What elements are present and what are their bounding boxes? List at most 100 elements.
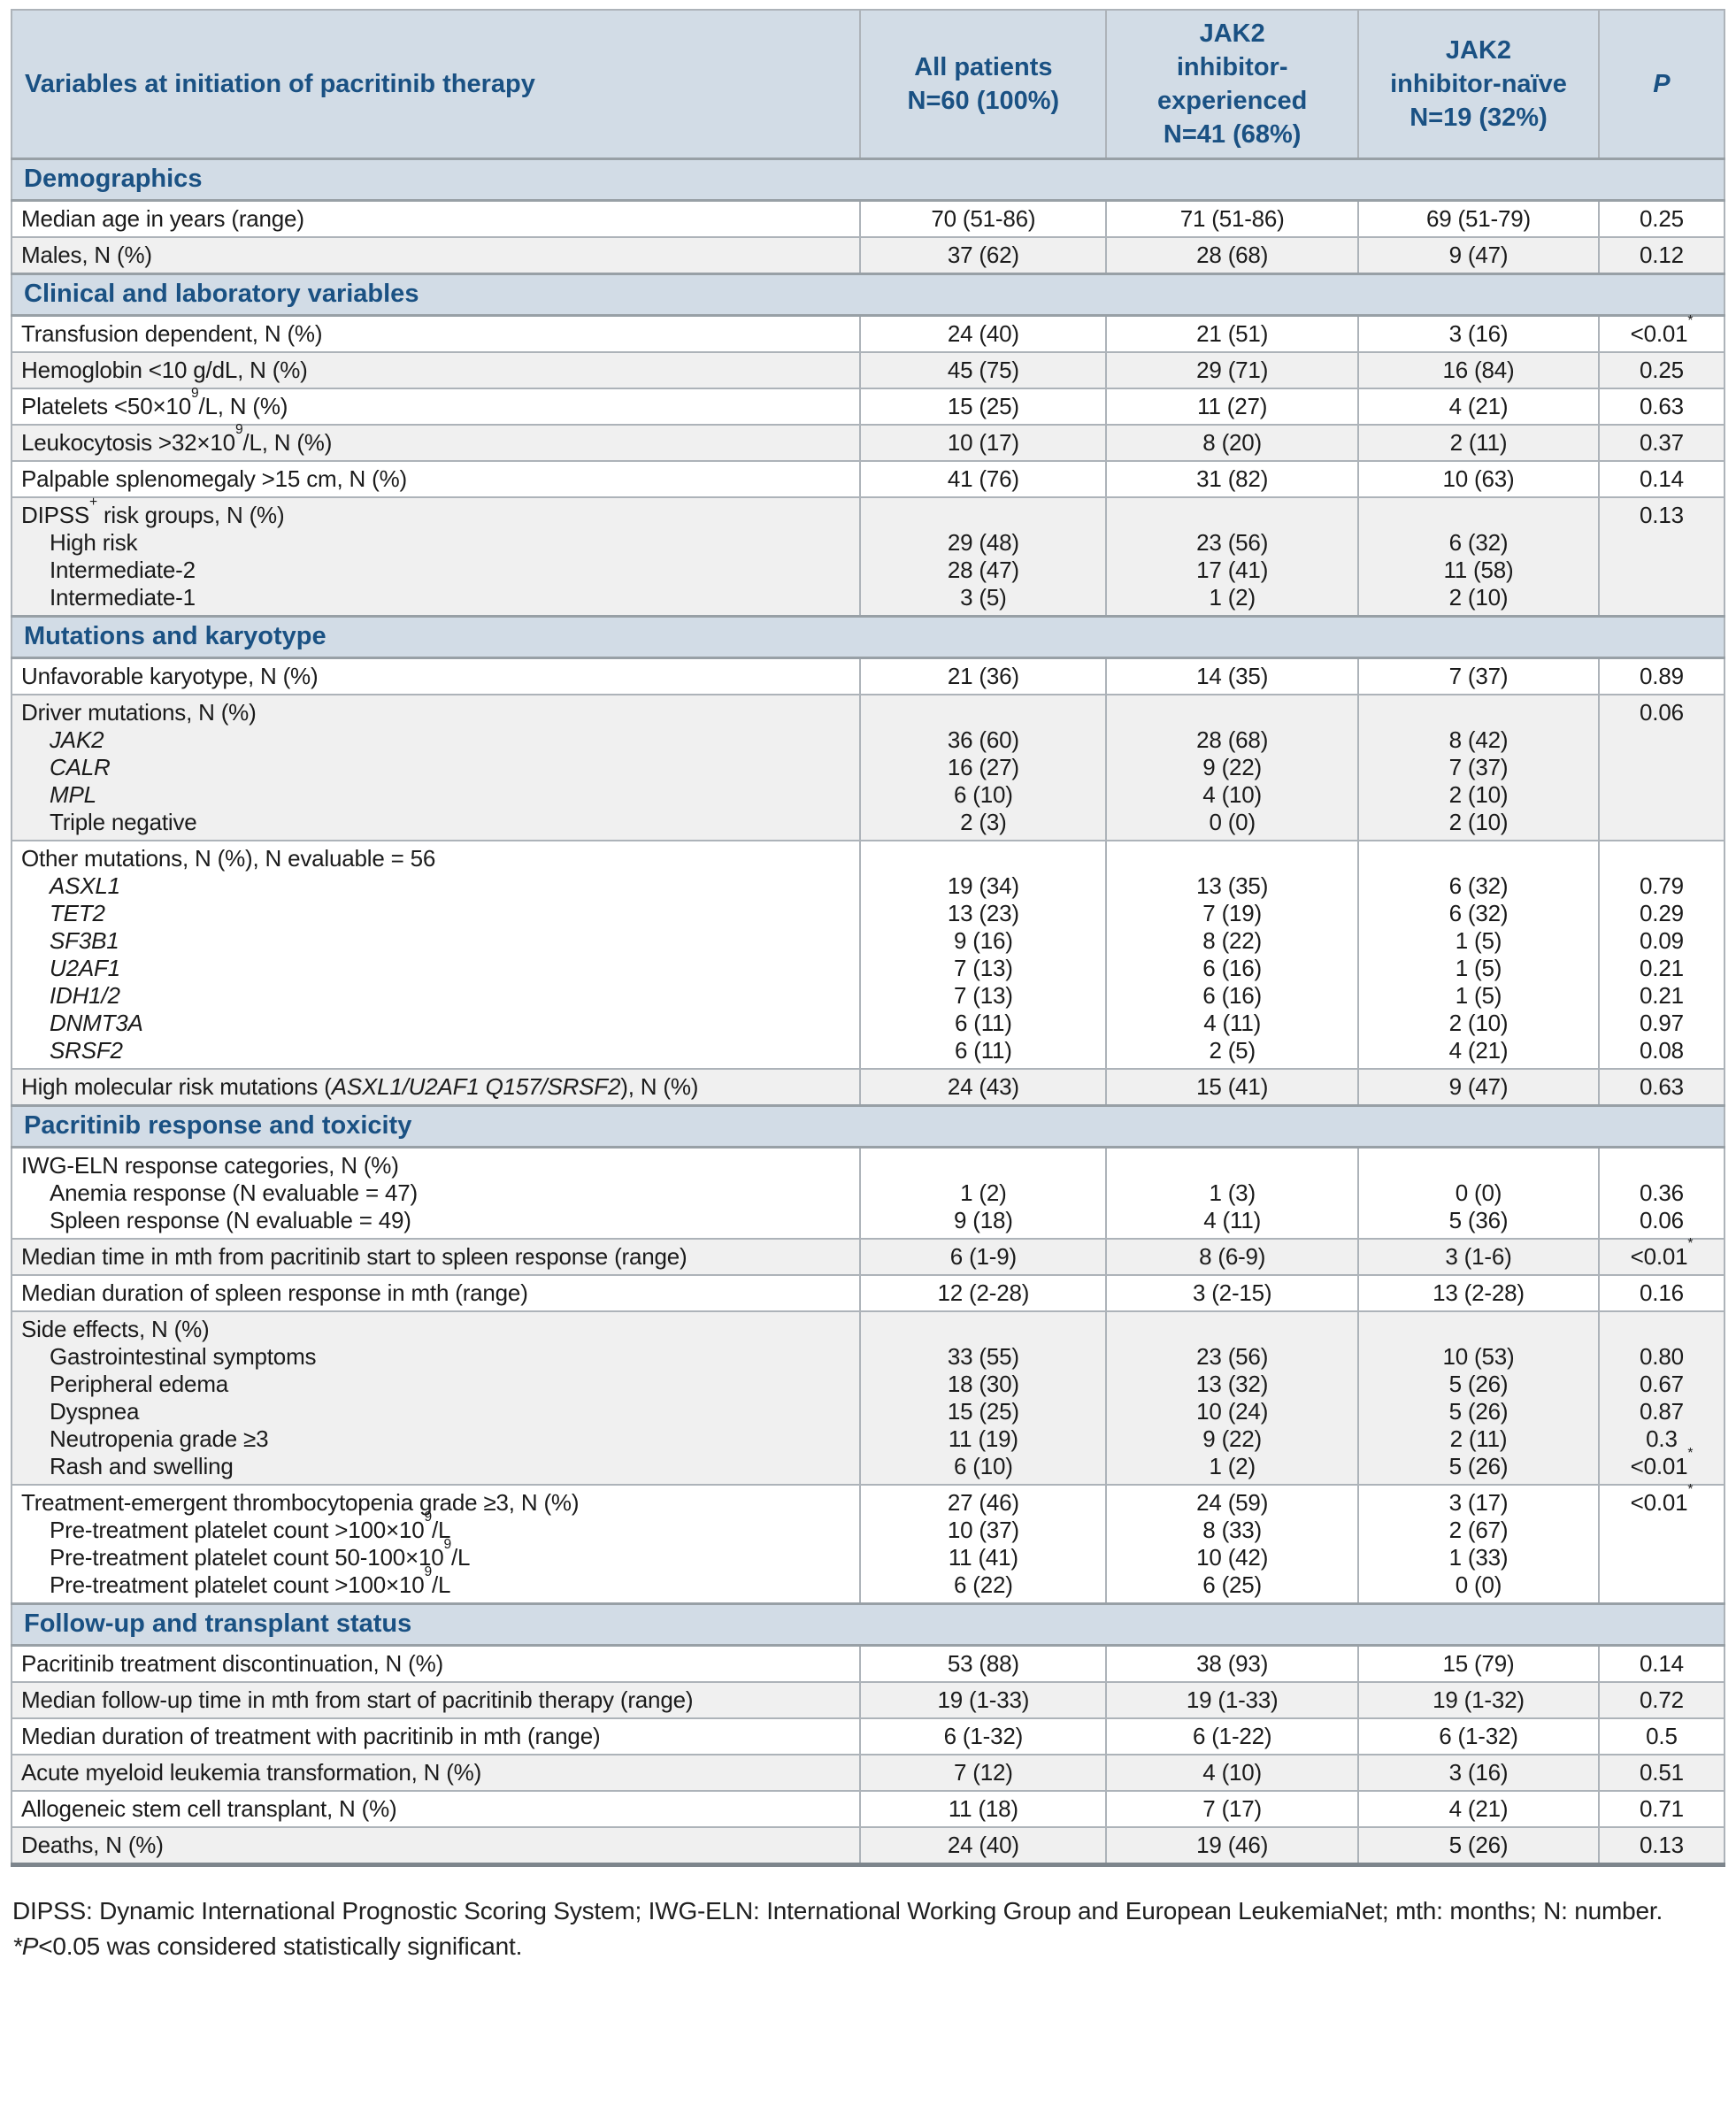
row-label: Other mutations, N (%), N evaluable = 56…	[10, 839, 862, 1070]
row-label: DIPSS+ risk groups, N (%) High risk Interm…	[10, 496, 862, 617]
value-cell: 29 (48) 28 (47) 3 (5)	[859, 496, 1108, 617]
row-label: Hemoglobin <10 g/dL, N (%)	[10, 350, 862, 389]
row-label: Treatment-emergent thrombocytopenia grad…	[10, 1483, 862, 1604]
value-cell: 1 (2) 9 (18)	[859, 1146, 1108, 1240]
value-cell: 15 (79)	[1357, 1644, 1600, 1683]
section-title: Pacritinib response and toxicity	[11, 1103, 1725, 1149]
section-title: Follow-up and transplant status	[11, 1602, 1725, 1647]
value-cell: 45 (75)	[859, 350, 1108, 389]
value-cell: 15 (41)	[1105, 1067, 1360, 1106]
table-row: Allogeneic stem cell transplant, N (%) 11…	[10, 1789, 1726, 1828]
value-cell: 71 (51-86)	[1105, 199, 1360, 238]
value-cell: 29 (71)	[1105, 350, 1360, 389]
value-cell: 41 (76)	[859, 459, 1108, 498]
row-label: Deaths, N (%)	[10, 1825, 862, 1865]
p-value-cell: <0.01*	[1597, 314, 1726, 353]
p-value-cell: 0.5	[1597, 1717, 1726, 1755]
section-header-row: Clinical and laboratory variables	[11, 272, 1725, 317]
column-header: All patients N=60 (100%)	[859, 9, 1108, 159]
table-row: DIPSS+ risk groups, N (%) High risk Interm…	[10, 496, 1726, 617]
p-value-cell: 0.72	[1597, 1680, 1726, 1719]
value-cell: 23 (56) 17 (41) 1 (2)	[1105, 496, 1360, 617]
table-row: Median follow-up time in mth from start …	[10, 1680, 1726, 1719]
value-cell: 19 (34) 13 (23) 9 (16) 7 (13) 7 (13) 6 (11) 6 …	[859, 839, 1108, 1070]
table-row: Hemoglobin <10 g/dL, N (%) 45 (75) 29 (71)…	[10, 350, 1726, 389]
value-cell: 7 (17)	[1105, 1789, 1360, 1828]
value-cell: 6 (32) 6 (32) 1 (5) 1 (5) 1 (5) 2 (10) 4 (21)	[1357, 839, 1600, 1070]
value-cell: 4 (21)	[1357, 1789, 1600, 1828]
table-row: Other mutations, N (%), N evaluable = 56…	[10, 839, 1726, 1070]
value-cell: 28 (68)	[1105, 235, 1360, 274]
p-value-cell: 0.89	[1597, 657, 1726, 695]
footnote: DIPSS: Dynamic International Prognostic …	[12, 1896, 1663, 1960]
table-row: IWG-ELN response categories, N (%) Anemia…	[10, 1146, 1726, 1240]
value-cell: 15 (25)	[859, 387, 1108, 426]
row-label: Transfusion dependent, N (%)	[10, 314, 862, 353]
p-value-cell: 0.14	[1597, 1644, 1726, 1683]
table-row: High molecular risk mutations (ASXL1/U2A…	[10, 1067, 1726, 1106]
value-cell: 6 (1-32)	[1357, 1717, 1600, 1755]
row-label: High molecular risk mutations (ASXL1/U2A…	[10, 1067, 862, 1106]
value-cell: 21 (51)	[1105, 314, 1360, 353]
p-value-cell: 0.63	[1597, 387, 1726, 426]
p-value-cell: 0.37	[1597, 423, 1726, 462]
p-value-cell: 0.13	[1597, 1825, 1726, 1865]
value-cell: 23 (56) 13 (32) 10 (24) 9 (22) 1 (2)	[1105, 1310, 1360, 1486]
value-cell: 31 (82)	[1105, 459, 1360, 498]
row-label: Median duration of spleen response in mt…	[10, 1273, 862, 1312]
patient-characteristics-table: Variables at initiation of pacritinib th…	[10, 9, 1726, 1867]
value-cell: 7 (37)	[1357, 657, 1600, 695]
page: Variables at initiation of pacritinib th…	[10, 9, 1726, 1964]
value-cell: 27 (46) 10 (37) 11 (41) 6 (22)	[859, 1483, 1108, 1604]
row-label: Unfavorable karyotype, N (%)	[10, 657, 862, 695]
value-cell: 38 (93)	[1105, 1644, 1360, 1683]
table-row: Transfusion dependent, N (%) 24 (40) 21 (5…	[10, 314, 1726, 353]
value-cell: 16 (84)	[1357, 350, 1600, 389]
value-cell: 37 (62)	[859, 235, 1108, 274]
value-cell: 11 (18)	[859, 1789, 1108, 1828]
table-row: Males, N (%) 37 (62) 28 (68) 9 (47) 0.12	[10, 235, 1726, 274]
value-cell: 9 (47)	[1357, 235, 1600, 274]
value-cell: 5 (26)	[1357, 1825, 1600, 1865]
p-value-cell: <0.01*	[1597, 1237, 1726, 1276]
p-value-cell: 0.63	[1597, 1067, 1726, 1106]
value-cell: 36 (60) 16 (27) 6 (10) 2 (3)	[859, 693, 1108, 841]
value-cell: 24 (40)	[859, 314, 1108, 353]
column-header: JAK2 inhibitor-naïve N=19 (32%)	[1357, 9, 1600, 159]
section-header-row: Mutations and karyotype	[11, 614, 1725, 659]
p-value-cell: 0.80 0.67 0.87 0.3 <0.01*	[1597, 1310, 1726, 1486]
value-cell: 33 (55) 18 (30) 15 (25) 11 (19) 6 (10)	[859, 1310, 1108, 1486]
row-label: Pacritinib treatment discontinuation, N …	[10, 1644, 862, 1683]
p-value-cell: 0.36 0.06	[1597, 1146, 1726, 1240]
value-cell: 70 (51-86)	[859, 199, 1108, 238]
table-row: Pacritinib treatment discontinuation, N …	[10, 1644, 1726, 1683]
value-cell: 24 (40)	[859, 1825, 1108, 1865]
value-cell: 3 (17) 2 (67) 1 (33) 0 (0)	[1357, 1483, 1600, 1604]
p-value-cell: 0.25	[1597, 199, 1726, 238]
section-header-row: Follow-up and transplant status	[11, 1602, 1725, 1647]
table-row: Treatment-emergent thrombocytopenia grad…	[10, 1483, 1726, 1604]
row-label: Median duration of treatment with pacrit…	[10, 1717, 862, 1755]
value-cell: 10 (63)	[1357, 459, 1600, 498]
value-cell: 19 (1-33)	[1105, 1680, 1360, 1719]
row-label: Platelets <50×109/L, N (%)	[10, 387, 862, 426]
table-row: Median time in mth from pacritinib start…	[10, 1237, 1726, 1276]
row-label: Acute myeloid leukemia transformation, N…	[10, 1753, 862, 1792]
value-cell: 4 (21)	[1357, 387, 1600, 426]
table-row: Acute myeloid leukemia transformation, N…	[10, 1753, 1726, 1792]
section-title: Demographics	[11, 157, 1725, 202]
row-label: IWG-ELN response categories, N (%) Anemia…	[10, 1146, 862, 1240]
table-row: Palpable splenomegaly >15 cm, N (%) 41 (7…	[10, 459, 1726, 498]
value-cell: 1 (3) 4 (11)	[1105, 1146, 1360, 1240]
row-label: Males, N (%)	[10, 235, 862, 274]
value-cell: 6 (1-32)	[859, 1717, 1108, 1755]
value-cell: 13 (2-28)	[1357, 1273, 1600, 1312]
value-cell: 4 (10)	[1105, 1753, 1360, 1792]
value-cell: 21 (36)	[859, 657, 1108, 695]
row-label: Median follow-up time in mth from start …	[10, 1680, 862, 1719]
p-value-cell: 0.14	[1597, 459, 1726, 498]
p-value-cell: 0.16	[1597, 1273, 1726, 1312]
section-title: Clinical and laboratory variables	[11, 272, 1725, 317]
value-cell: 19 (46)	[1105, 1825, 1360, 1865]
value-cell: 6 (1-22)	[1105, 1717, 1360, 1755]
